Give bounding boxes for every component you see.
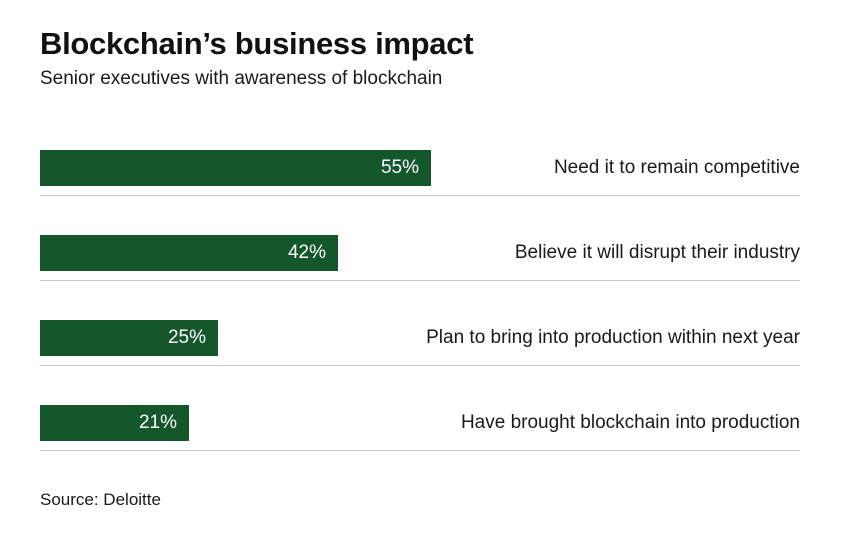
bar-rows: 55% Need it to remain competitive 42% Belie… xyxy=(40,150,800,452)
bar: 42% xyxy=(40,235,338,272)
bar: 55% xyxy=(40,150,431,187)
bar-category-label: Plan to bring into production within nex… xyxy=(426,327,800,349)
row-divider xyxy=(40,195,800,197)
bar-track: 55% Need it to remain competitive xyxy=(40,150,800,187)
bar-track: 21% Have brought blockchain into producti… xyxy=(40,405,800,442)
bar-value-label: 21% xyxy=(138,412,177,434)
bar-track: 25% Plan to bring into production within … xyxy=(40,320,800,357)
bar-value-label: 55% xyxy=(380,157,419,179)
bar-category-label: Believe it will disrupt their industry xyxy=(514,242,800,264)
chart-title: Blockchain’s business impact xyxy=(40,26,474,61)
bar-track: 42% Believe it will disrupt their industr… xyxy=(40,235,800,272)
bar-value-label: 25% xyxy=(167,327,206,349)
bar-row: 25% Plan to bring into production within … xyxy=(40,320,800,367)
row-divider xyxy=(40,450,800,452)
bar-row: 21% Have brought blockchain into producti… xyxy=(40,405,800,452)
bar: 25% xyxy=(40,320,218,357)
bar-row: 42% Believe it will disrupt their industr… xyxy=(40,235,800,282)
bar-category-label: Need it to remain competitive xyxy=(553,157,800,179)
source-note: Source: Deloitte xyxy=(40,490,161,510)
row-divider xyxy=(40,280,800,282)
row-divider xyxy=(40,365,800,367)
bar-value-label: 42% xyxy=(287,242,326,264)
chart-subtitle: Senior executives with awareness of bloc… xyxy=(40,67,443,89)
bar-row: 55% Need it to remain competitive xyxy=(40,150,800,197)
bar: 21% xyxy=(40,405,189,442)
bar-category-label: Have brought blockchain into production xyxy=(460,412,800,434)
